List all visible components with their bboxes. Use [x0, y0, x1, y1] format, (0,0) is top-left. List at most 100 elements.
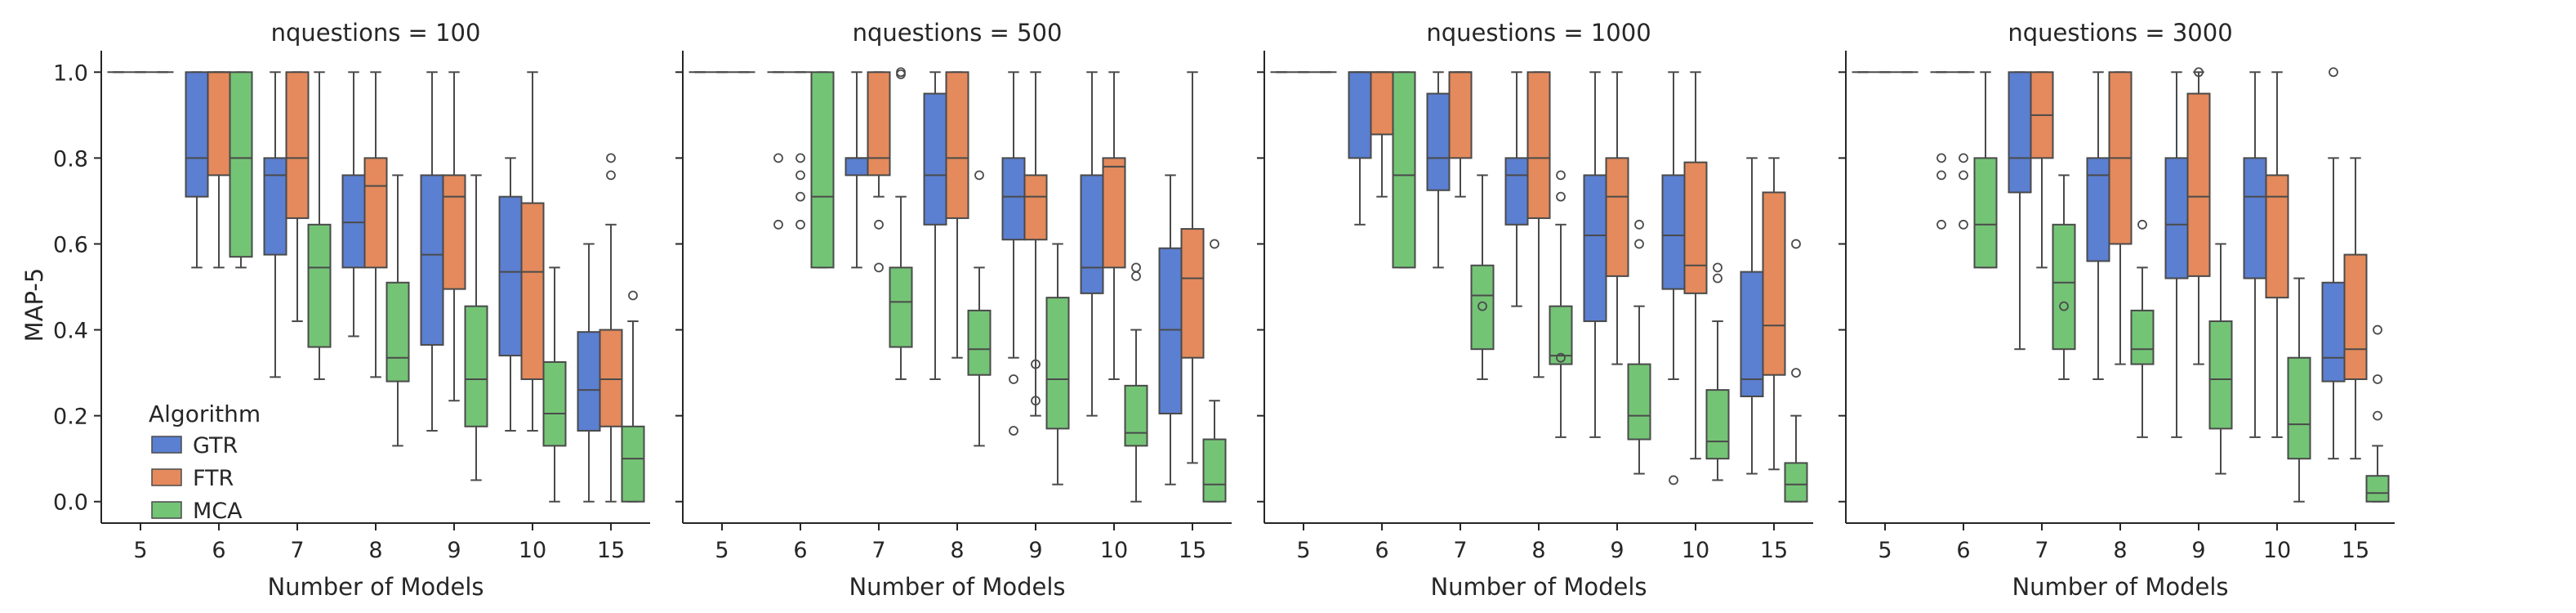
iqr-box [285, 71, 310, 219]
iqr-box [923, 92, 947, 226]
series-mca [1314, 71, 1808, 503]
x-tick-label: 8 [950, 538, 964, 563]
iqr-box [1426, 92, 1451, 191]
iqr-box [2365, 475, 2390, 503]
series-ftr [129, 71, 623, 503]
box-mca-8 [967, 170, 992, 447]
iqr-box [1448, 71, 1473, 159]
legend-entry-gtr: GTR [151, 433, 238, 459]
iqr-box [1705, 389, 1730, 460]
box-ftr-10 [520, 71, 545, 432]
outlier-point [2194, 67, 2204, 78]
iqr-box [2086, 157, 2110, 262]
box-gtr-8 [923, 71, 947, 380]
x-tick-label: 8 [2113, 538, 2127, 563]
iqr-box [1045, 297, 1070, 430]
y-tick-label: 0.4 [53, 319, 88, 344]
iqr-box [1583, 174, 1607, 323]
iqr-box [1023, 174, 1048, 241]
x-tick-label: 6 [212, 538, 225, 563]
legend-swatch [151, 501, 182, 519]
box-gtr-7 [2008, 71, 2032, 351]
box-mca-15 [1202, 239, 1227, 503]
iqr-box [498, 195, 523, 357]
box-mca-9 [1627, 219, 1651, 475]
outlier-point [1959, 153, 1968, 163]
x-tick-label: 8 [368, 538, 382, 563]
iqr-box [2164, 157, 2189, 280]
x-tick-label: 15 [1760, 538, 1788, 563]
box-gtr-8 [1504, 71, 1529, 307]
x-tick-label: 15 [2342, 538, 2369, 563]
box-mca-7 [1470, 174, 1495, 380]
box-mca-6 [1392, 71, 1416, 269]
panel-4: nquestions = 3000 5 6 7 8 9 10 15 Number of Mode… [1838, 19, 2395, 601]
outlier-point [1791, 368, 1801, 378]
x-tick-label: 9 [447, 538, 461, 563]
box-ftr-7 [285, 71, 310, 323]
box-mca-15 [621, 290, 645, 503]
box-ftr-6 [789, 71, 812, 230]
outlier-point [796, 153, 805, 163]
iqr-box [2265, 174, 2289, 299]
box-ftr-8 [2108, 71, 2133, 365]
x-tick-label: 7 [2035, 538, 2048, 563]
outlier-point [796, 219, 805, 230]
outlier-point [1791, 239, 1801, 249]
box-gtr-7 [263, 71, 287, 378]
box-mca-10 [2287, 277, 2311, 503]
iqr-box [2052, 223, 2076, 351]
x-tick-label: 6 [1956, 538, 1970, 563]
x-tick-label: 9 [2191, 538, 2205, 563]
box-mca-8 [1549, 170, 1573, 438]
outlier-point [628, 290, 638, 301]
iqr-box [1627, 363, 1651, 441]
box-gtr-7 [1426, 71, 1451, 269]
iqr-box [867, 71, 891, 177]
iqr-box [207, 71, 231, 177]
iqr-box [2208, 320, 2233, 430]
box-ftr-6 [1952, 71, 1975, 230]
iqr-box [1470, 264, 1495, 351]
iqr-box [263, 157, 287, 256]
panel-1: nquestions = 100 0.0 0.2 0.4 0.6 0.8 1.0 5 6 7 8 9 1… [53, 19, 650, 601]
outlier-point [1031, 396, 1041, 406]
iqr-box [542, 360, 567, 447]
iqr-box [1080, 174, 1104, 294]
x-axis-label: Number of Models [1430, 573, 1647, 601]
iqr-box [1158, 247, 1183, 415]
outlier-point [773, 153, 783, 163]
outlier-point [606, 170, 616, 181]
iqr-box [1740, 271, 1764, 397]
outlier-point [1131, 271, 1141, 281]
x-tick-label: 8 [1531, 538, 1545, 563]
box-gtr-9 [1583, 71, 1607, 438]
series-ftr [711, 71, 1205, 464]
outlier-point [1713, 273, 1723, 284]
outlier-point [2137, 219, 2147, 230]
box-gtr-6 [767, 71, 790, 230]
iqr-box [386, 281, 410, 383]
iqr-box [1504, 157, 1529, 226]
iqr-box [2008, 71, 2032, 194]
iqr-box [442, 174, 466, 290]
outlier-point [2373, 374, 2382, 384]
iqr-box [464, 305, 488, 427]
series-ftr [1292, 71, 1786, 471]
iqr-box [599, 329, 623, 427]
box-ftr-9 [1023, 71, 1048, 417]
iqr-box [1605, 157, 1629, 277]
y-tick-label: 1.0 [53, 60, 88, 86]
panel-title: nquestions = 1000 [1426, 19, 1651, 47]
iqr-box [1202, 438, 1227, 503]
y-tick-label: 0.8 [53, 146, 88, 172]
outlier-point [1210, 239, 1219, 249]
iqr-box [577, 331, 601, 432]
series-mca [151, 71, 645, 503]
box-gtr-8 [2086, 71, 2110, 380]
box-ftr-10 [2265, 71, 2289, 438]
legend-entry-mca: MCA [151, 499, 243, 524]
x-tick-label: 6 [793, 538, 807, 563]
panels: nquestions = 100 0.0 0.2 0.4 0.6 0.8 1.0 5 6 7 8 9 1… [53, 19, 2395, 601]
legend-label: MCA [193, 499, 243, 524]
